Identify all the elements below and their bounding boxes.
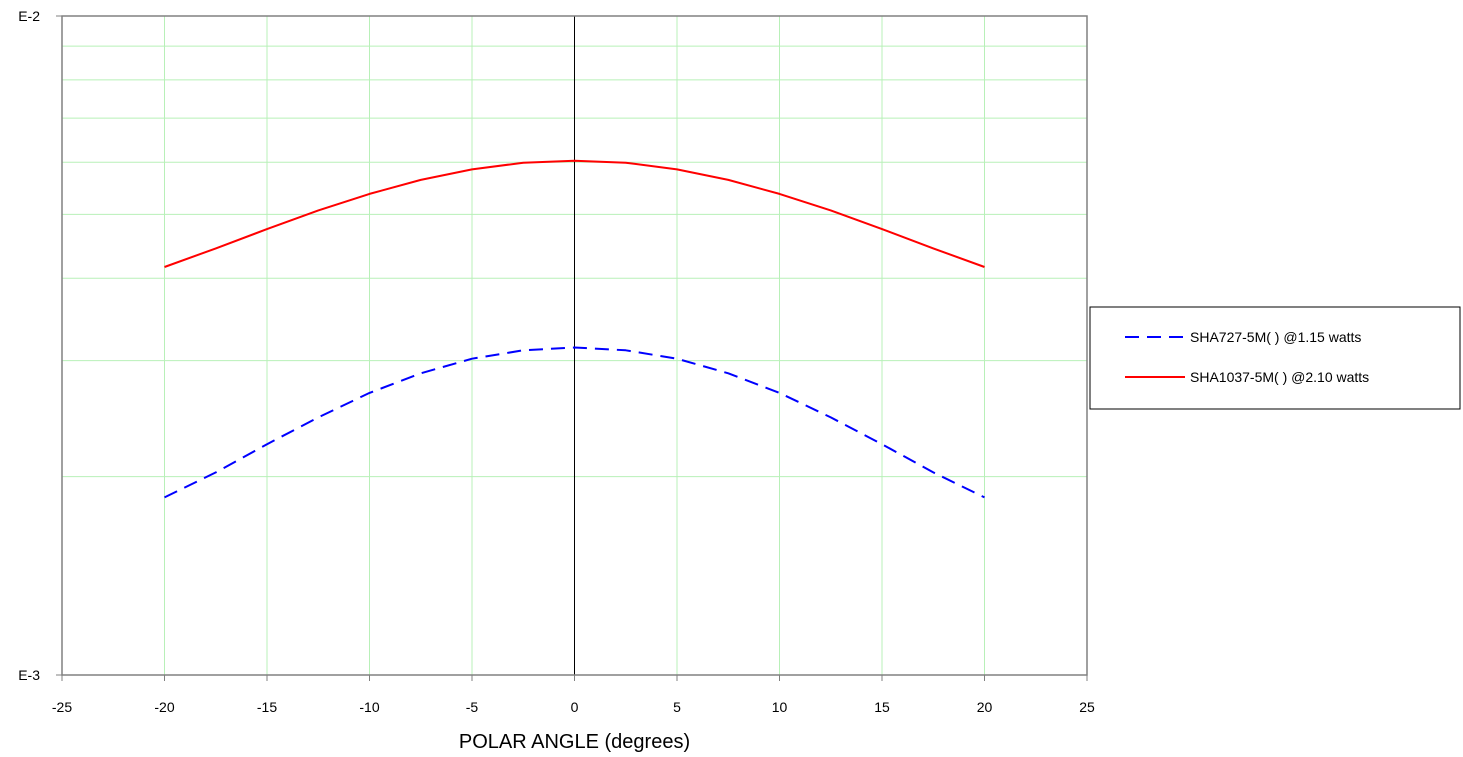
y-tick-label: E-2: [18, 8, 40, 24]
legend-label-1: SHA1037-5M( ) @2.10 watts: [1190, 369, 1369, 385]
series-layer: [164, 159, 985, 499]
axis-labels: -25 -20 -15 -10 -5 0 5 10 15 20 25 E-2 E-3: [18, 8, 1095, 715]
x-tick-label: 15: [874, 699, 890, 715]
x-tick-label: 25: [1079, 699, 1095, 715]
series-line-0: [164, 346, 985, 499]
grid-layer: [62, 16, 1087, 675]
x-tick-label: 5: [673, 699, 681, 715]
x-tick-label: 10: [772, 699, 788, 715]
series-line-1: [164, 159, 985, 268]
x-axis-title: POLAR ANGLE (degrees): [459, 731, 690, 753]
x-tick-label: 20: [977, 699, 993, 715]
legend-box: [1089, 306, 1461, 410]
x-tick-label: -15: [257, 699, 277, 715]
x-tick-label: -5: [466, 699, 479, 715]
legend-label-0: SHA727-5M( ) @1.15 watts: [1190, 329, 1361, 345]
legend: SHA727-5M( ) @1.15 watts SHA1037-5M( ) @2…: [1089, 306, 1461, 410]
x-tick-label: -10: [359, 699, 379, 715]
x-tick-label: -20: [154, 699, 174, 715]
x-tick-label: 0: [571, 699, 579, 715]
y-tick-label: E-3: [18, 667, 40, 683]
x-tick-label: -25: [52, 699, 72, 715]
